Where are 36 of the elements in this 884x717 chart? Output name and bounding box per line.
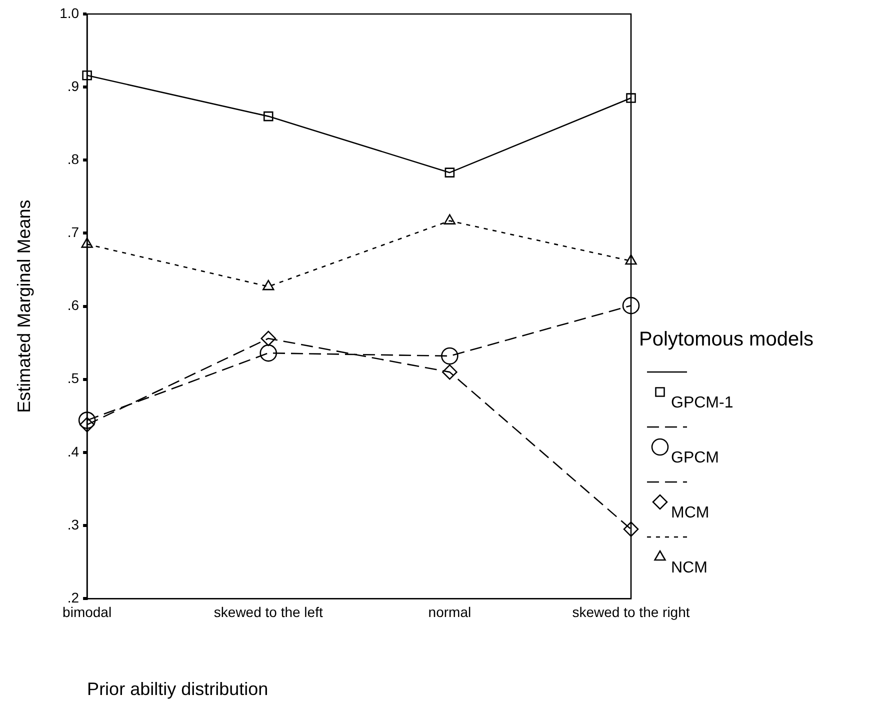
x-tick-label: skewed to the right [572, 604, 690, 620]
legend-title: Polytomous models [639, 328, 814, 351]
point [260, 344, 278, 362]
point [442, 364, 458, 380]
point [79, 417, 95, 432]
x-axis-title: Prior abiltiy distribution [87, 679, 268, 700]
point [441, 347, 458, 365]
point [262, 280, 274, 290]
point [625, 254, 637, 265]
y-tick-label: .2 [67, 589, 80, 606]
point [82, 70, 92, 80]
legend-label: GPCM-1 [671, 394, 734, 412]
point [444, 168, 455, 178]
x-tick-label: skewed to the left [214, 604, 323, 620]
point [78, 412, 96, 429]
y-tick-label: .4 [67, 443, 80, 460]
point [623, 522, 639, 537]
point [81, 238, 93, 248]
y-tick-label: .7 [67, 224, 80, 240]
legend-label: MCM [671, 504, 710, 522]
y-tick-label: .8 [67, 151, 80, 168]
x-tick-label: bimodal [62, 604, 112, 620]
point [260, 330, 276, 346]
legend-label: GPCM [671, 449, 719, 466]
y-tick-label: .6 [67, 297, 80, 314]
point [622, 296, 640, 314]
y-tick-label: 1.0 [60, 4, 80, 21]
y-axis-title: Estimated Marginal Means [14, 200, 34, 413]
y-tick-label: .9 [67, 78, 80, 94]
x-tick-label: normal [428, 604, 472, 620]
point [626, 93, 636, 103]
y-tick-label: .5 [67, 370, 80, 386]
y-tick-label: .3 [67, 516, 80, 532]
point [263, 111, 274, 122]
legend-label: NCM [671, 559, 708, 576]
point [444, 214, 456, 224]
